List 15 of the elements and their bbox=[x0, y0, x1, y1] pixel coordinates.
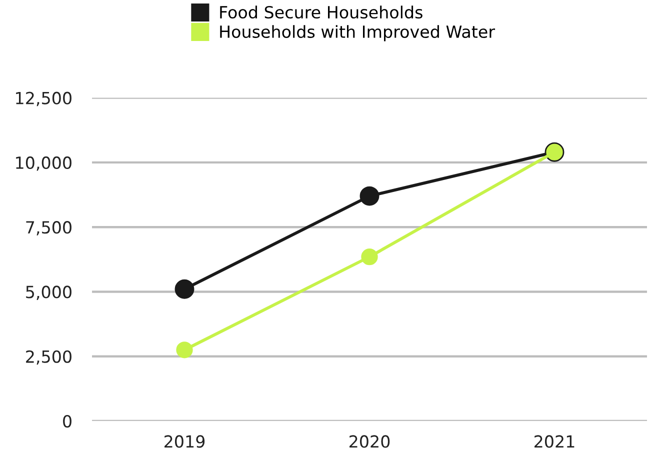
x-tick-label: 2020 bbox=[350, 435, 390, 448]
y-tick-label: 10,000 bbox=[16, 156, 72, 171]
legend-label: Food Secure Households bbox=[220, 6, 422, 19]
point bbox=[360, 186, 380, 206]
x-tick-label: 2019 bbox=[164, 435, 205, 448]
legend-label: Households with Improved Water bbox=[220, 25, 496, 42]
point bbox=[176, 342, 193, 358]
x-tick-label: 2021 bbox=[534, 435, 574, 448]
y-tick-label: 0 bbox=[63, 414, 72, 428]
y-tick-label: 7,500 bbox=[26, 221, 72, 236]
y-tick-label: 12,500 bbox=[16, 92, 72, 106]
y-tick-label: 5,000 bbox=[26, 286, 72, 300]
point bbox=[361, 248, 378, 266]
point bbox=[174, 279, 194, 299]
y-tick-label: 2,500 bbox=[26, 350, 72, 365]
